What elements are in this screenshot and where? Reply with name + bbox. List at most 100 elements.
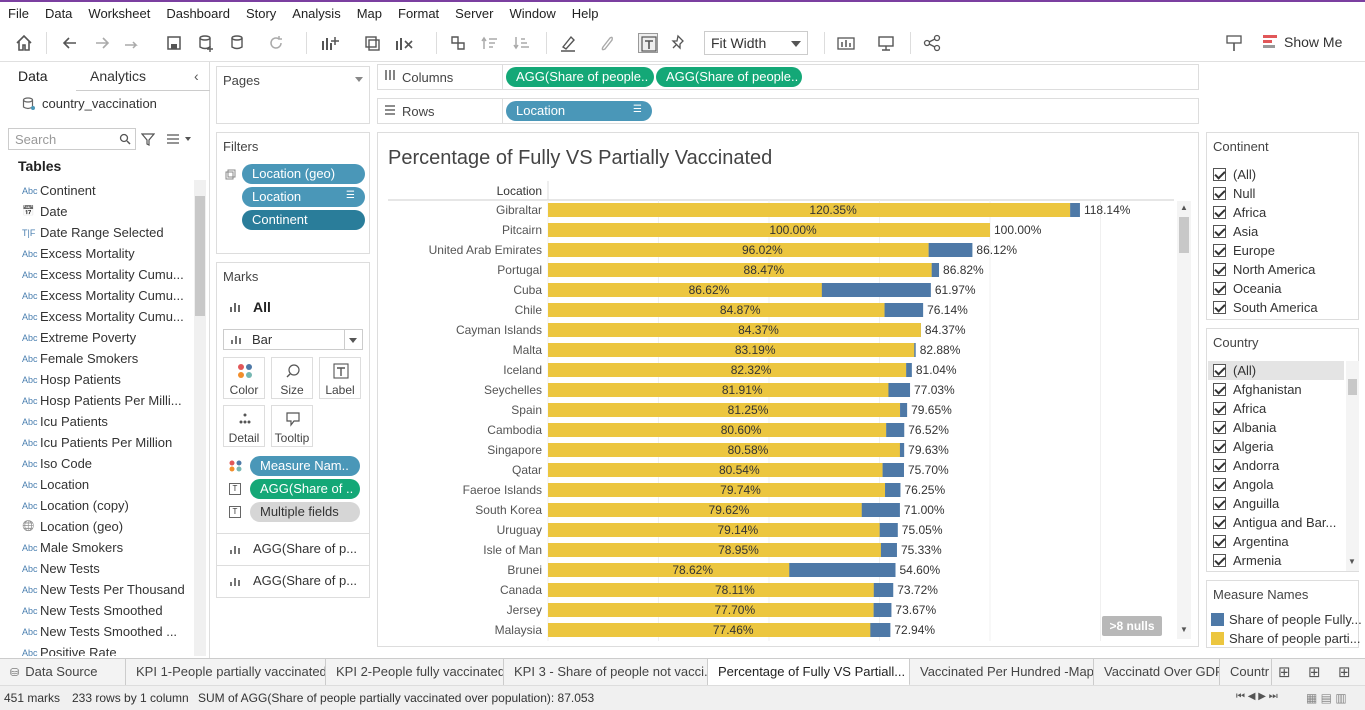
save-icon[interactable] bbox=[164, 33, 184, 53]
clear-sheet-icon[interactable] bbox=[394, 33, 414, 53]
group-members-icon[interactable] bbox=[596, 33, 616, 53]
pages-card[interactable]: Pages bbox=[216, 66, 370, 124]
datasource-item[interactable]: country_vaccination bbox=[22, 96, 157, 111]
country-checkbox-item[interactable]: Argentina bbox=[1213, 532, 1289, 551]
refresh-icon[interactable] bbox=[266, 33, 286, 53]
field-item[interactable]: Abc Icu Patients Per Million bbox=[0, 432, 192, 453]
checkbox-checked-icon[interactable] bbox=[1213, 459, 1226, 472]
field-item[interactable]: Abc Excess Mortality Cumu... bbox=[0, 285, 192, 306]
checkbox-checked-icon[interactable] bbox=[1213, 478, 1226, 491]
field-item[interactable]: Abc Location (copy) bbox=[0, 495, 192, 516]
field-item[interactable]: Abc New Tests bbox=[0, 558, 192, 579]
new-worksheet-icon[interactable]: ⊞ bbox=[1278, 664, 1291, 681]
field-item[interactable]: 🌐 Location (geo) bbox=[0, 516, 192, 537]
highlight-icon[interactable] bbox=[558, 33, 578, 53]
menu-item-file[interactable]: File bbox=[8, 5, 29, 21]
menu-item-data[interactable]: Data bbox=[44, 5, 73, 21]
show-me-button[interactable]: Show Me bbox=[1262, 34, 1342, 50]
filter-pill-location-geo[interactable]: Location (geo) bbox=[242, 164, 365, 184]
menu-item-server[interactable]: Server bbox=[455, 5, 494, 21]
menu-item-worksheet[interactable]: Worksheet bbox=[88, 5, 151, 21]
field-item[interactable]: Abc Excess Mortality Cumu... bbox=[0, 306, 192, 327]
country-checkbox-item[interactable]: (All) bbox=[1213, 361, 1256, 380]
tab-analytics[interactable]: Analytics bbox=[90, 68, 147, 84]
checkbox-checked-icon[interactable] bbox=[1213, 440, 1226, 453]
field-list-scrollbar[interactable] bbox=[194, 180, 206, 656]
field-item[interactable]: Abc New Tests Smoothed bbox=[0, 600, 192, 621]
field-item[interactable]: Abc Extreme Poverty bbox=[0, 327, 192, 348]
field-item[interactable]: Abc Excess Mortality bbox=[0, 243, 192, 264]
swap-rows-columns-icon[interactable] bbox=[448, 33, 468, 53]
replay-icon[interactable] bbox=[122, 33, 142, 53]
presentation-mode-icon[interactable] bbox=[876, 33, 896, 53]
continent-checkbox-item[interactable]: Oceania bbox=[1213, 279, 1281, 298]
checkbox-checked-icon[interactable] bbox=[1213, 168, 1226, 181]
checkbox-checked-icon[interactable] bbox=[1213, 364, 1226, 377]
mark-type-dropdown[interactable]: Bar bbox=[223, 329, 363, 350]
marks-color-button[interactable]: Color bbox=[223, 357, 265, 399]
checkbox-checked-icon[interactable] bbox=[1213, 244, 1226, 257]
sort-ascending-icon[interactable] bbox=[480, 33, 500, 53]
show-hide-cards-icon[interactable] bbox=[836, 33, 856, 53]
checkbox-checked-icon[interactable] bbox=[1213, 554, 1226, 567]
home-icon[interactable] bbox=[14, 33, 34, 53]
filters-card[interactable]: Filters Location (geo) Location ☰ Contine… bbox=[216, 132, 370, 254]
checkbox-checked-icon[interactable] bbox=[1213, 516, 1226, 529]
checkbox-checked-icon[interactable] bbox=[1213, 282, 1226, 295]
rows-shelf[interactable]: Rows Location ☰ bbox=[377, 98, 1199, 124]
new-story-icon[interactable]: ⊞ bbox=[1338, 664, 1351, 681]
country-checkbox-item[interactable]: Andorra bbox=[1213, 456, 1279, 475]
collapse-pane-icon[interactable]: ‹ bbox=[194, 68, 199, 84]
field-item[interactable]: Abc Excess Mortality Cumu... bbox=[0, 264, 192, 285]
marks-size-button[interactable]: Size bbox=[271, 357, 313, 399]
chevron-up-icon[interactable]: ▲ bbox=[1180, 203, 1188, 212]
country-checkbox-item[interactable]: Algeria bbox=[1213, 437, 1273, 456]
marks-measure-2[interactable]: AGG(Share of p... bbox=[253, 573, 358, 588]
checkbox-checked-icon[interactable] bbox=[1213, 535, 1226, 548]
field-item[interactable]: Abc Female Smokers bbox=[0, 348, 192, 369]
marks-pill-multiple-fields[interactable]: Multiple fields bbox=[250, 502, 360, 522]
tab-data-source[interactable]: ⛁ Data Source bbox=[0, 659, 126, 686]
share-icon[interactable] bbox=[922, 33, 942, 53]
marks-detail-button[interactable]: Detail bbox=[223, 405, 265, 447]
columns-shelf[interactable]: Columns AGG(Share of people.. AGG(Share … bbox=[377, 64, 1199, 90]
fix-axes-icon[interactable] bbox=[668, 33, 688, 53]
field-item[interactable]: Abc Iso Code bbox=[0, 453, 192, 474]
country-scrollbar[interactable]: ▼ bbox=[1346, 361, 1359, 571]
country-checkbox-item[interactable]: Afghanistan bbox=[1213, 380, 1302, 399]
nulls-indicator[interactable]: >8 nulls bbox=[1102, 616, 1162, 636]
continent-checkbox-item[interactable]: North America bbox=[1213, 260, 1315, 279]
country-checkbox-item[interactable]: Anguilla bbox=[1213, 494, 1279, 513]
checkbox-checked-icon[interactable] bbox=[1213, 225, 1226, 238]
country-checkbox-item[interactable]: Albania bbox=[1213, 418, 1276, 437]
country-checkbox-item[interactable]: Angola bbox=[1213, 475, 1273, 494]
rows-pill-location[interactable]: Location ☰ bbox=[506, 101, 652, 121]
chart-scrollbar[interactable]: ▲ ▼ bbox=[1177, 201, 1191, 639]
continent-checkbox-item[interactable]: Null bbox=[1213, 184, 1255, 203]
view-options-icon[interactable] bbox=[166, 132, 192, 149]
country-checkbox-item[interactable]: Antigua and Bar... bbox=[1213, 513, 1336, 532]
checkbox-checked-icon[interactable] bbox=[1213, 383, 1226, 396]
sheet-tab[interactable]: KPI 1-People partially vaccinated bbox=[126, 659, 326, 686]
field-item[interactable]: Abc Hosp Patients Per Milli... bbox=[0, 390, 192, 411]
chevron-down-icon[interactable]: ▼ bbox=[1348, 557, 1356, 566]
continent-checkbox-item[interactable]: (All) bbox=[1213, 165, 1256, 184]
new-worksheet-icon[interactable] bbox=[320, 33, 340, 53]
field-item[interactable]: Abc New Tests Smoothed ... bbox=[0, 621, 192, 642]
show-mark-labels-icon[interactable] bbox=[638, 33, 658, 53]
tooltip-pin-icon[interactable] bbox=[1224, 33, 1244, 53]
field-item[interactable]: T|F Date Range Selected bbox=[0, 222, 192, 243]
duplicate-sheet-icon[interactable] bbox=[362, 33, 382, 53]
filter-pill-location[interactable]: Location ☰ bbox=[242, 187, 365, 207]
checkbox-checked-icon[interactable] bbox=[1213, 402, 1226, 415]
sheet-tab[interactable]: Countr bbox=[1220, 659, 1272, 686]
menu-item-analysis[interactable]: Analysis bbox=[292, 5, 341, 21]
country-checkbox-item[interactable]: Armenia bbox=[1213, 551, 1281, 570]
sheet-tab[interactable]: Percentage of Fully VS Partiall... bbox=[708, 659, 910, 686]
field-item[interactable]: Abc Hosp Patients bbox=[0, 369, 192, 390]
checkbox-checked-icon[interactable] bbox=[1213, 206, 1226, 219]
country-checkbox-item[interactable]: Africa bbox=[1213, 399, 1266, 418]
fit-width-dropdown[interactable]: Fit Width bbox=[704, 31, 808, 55]
navigation-arrows-icon[interactable]: ⏮ ◀ ▶ ⏭ bbox=[1236, 691, 1278, 702]
checkbox-checked-icon[interactable] bbox=[1213, 421, 1226, 434]
